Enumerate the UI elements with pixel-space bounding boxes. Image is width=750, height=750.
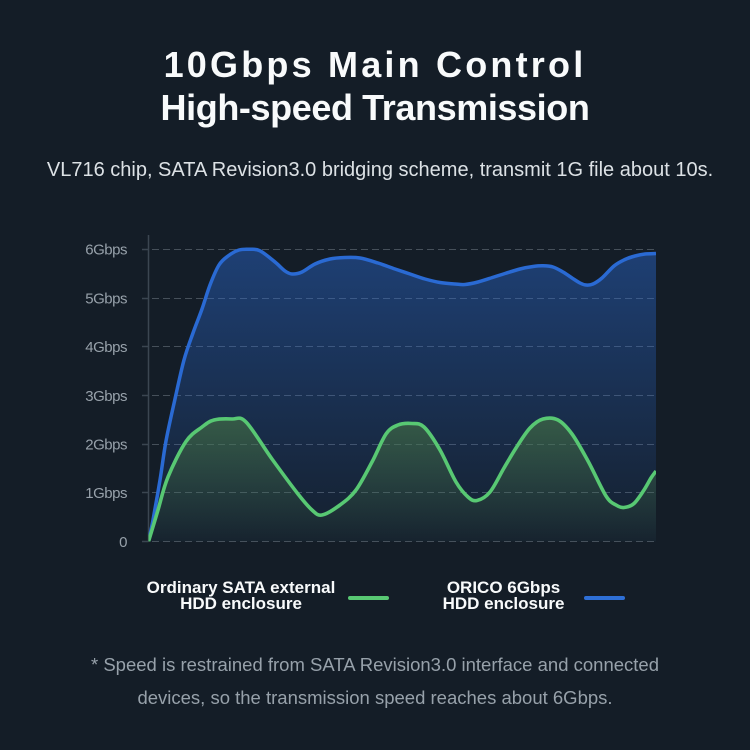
svg-text:3Gbps: 3Gbps (85, 388, 127, 405)
svg-text:1Gbps: 1Gbps (85, 485, 127, 502)
svg-text:6Gbps: 6Gbps (85, 242, 127, 259)
svg-text:2Gbps: 2Gbps (85, 437, 127, 454)
svg-text:5Gbps: 5Gbps (85, 290, 127, 307)
svg-text:4Gbps: 4Gbps (85, 339, 127, 356)
svg-text:0: 0 (119, 534, 127, 551)
